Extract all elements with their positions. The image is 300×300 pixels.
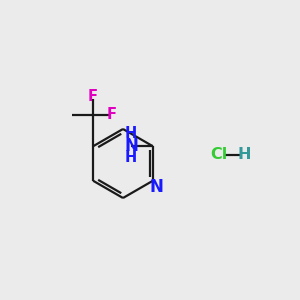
- Text: H: H: [125, 150, 137, 165]
- Text: F: F: [107, 107, 117, 122]
- Text: H: H: [238, 147, 251, 162]
- Text: N: N: [149, 178, 164, 196]
- Text: Cl: Cl: [210, 147, 228, 162]
- Text: N: N: [124, 137, 138, 155]
- Text: F: F: [88, 89, 98, 104]
- Text: H: H: [125, 126, 137, 141]
